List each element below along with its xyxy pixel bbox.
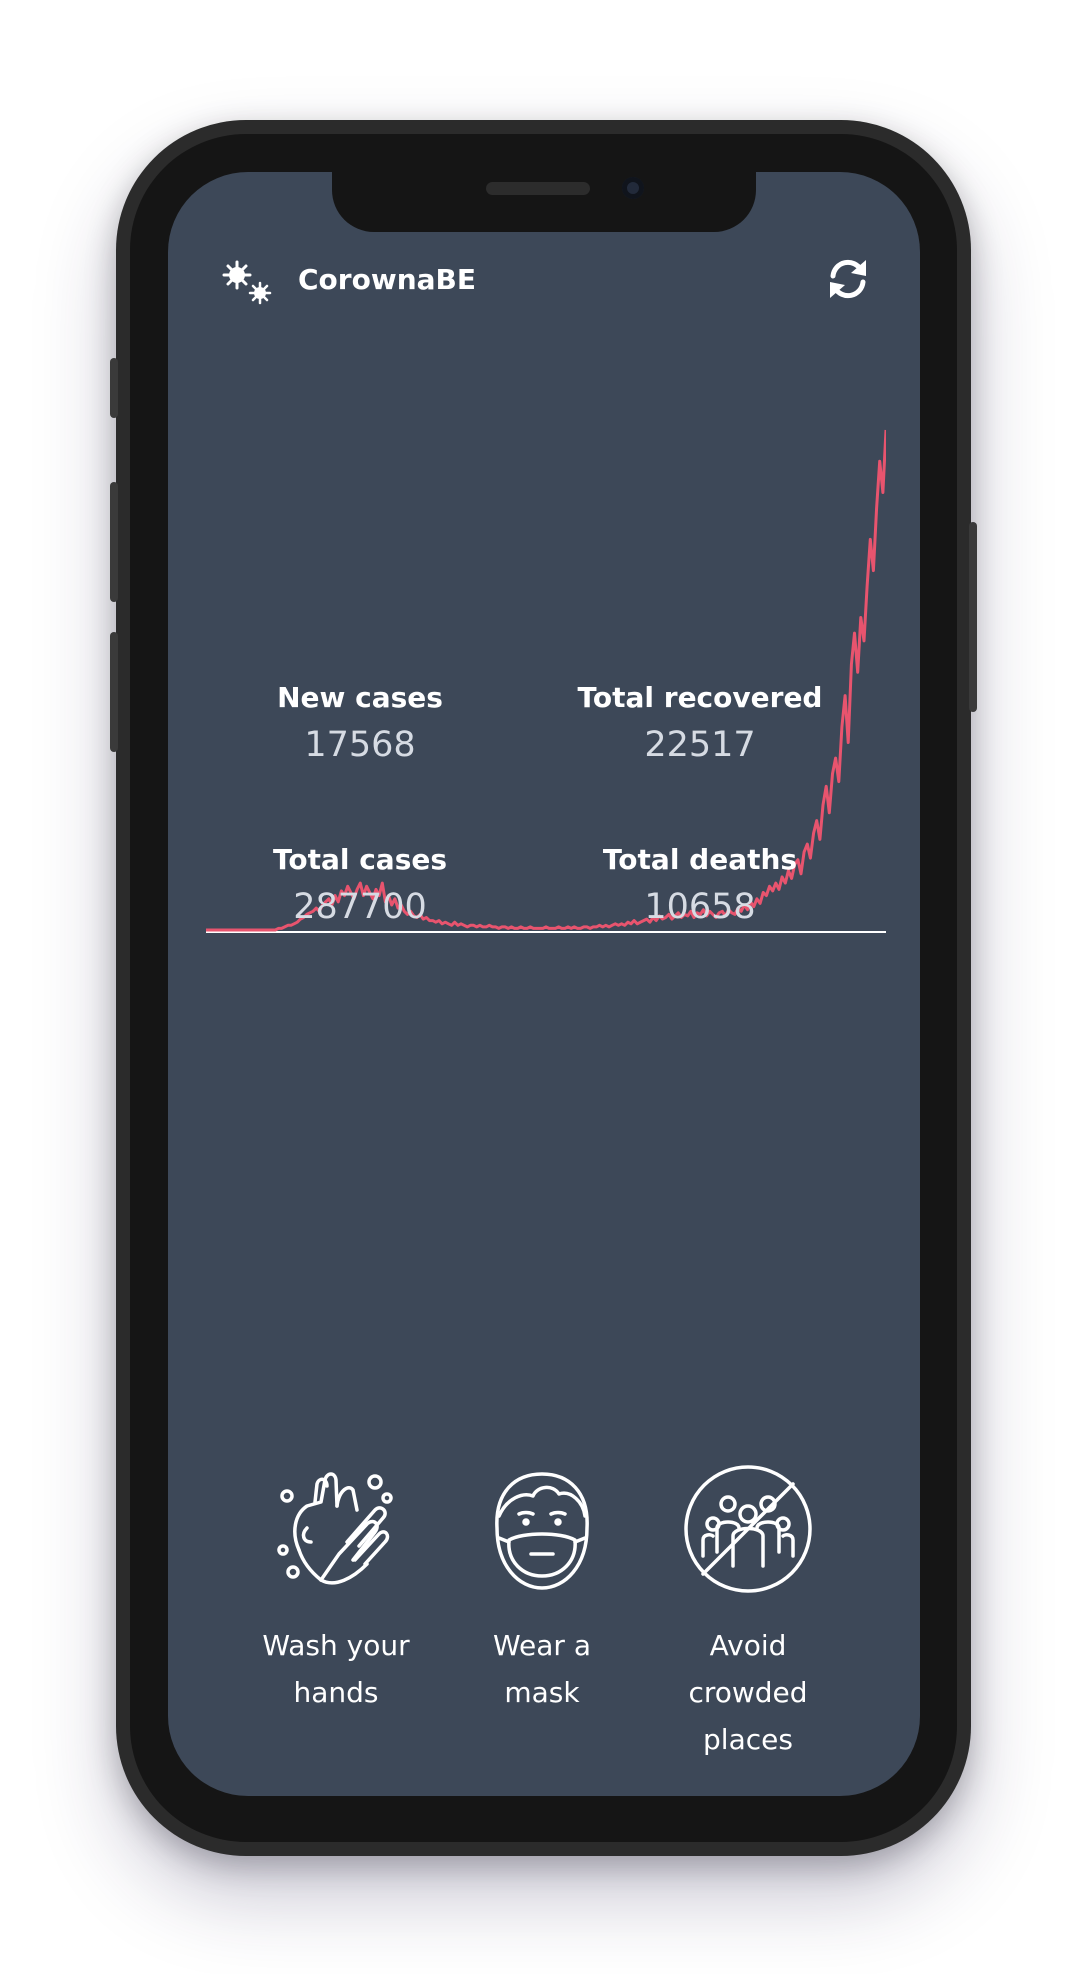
cases-line bbox=[206, 429, 886, 932]
phone-button-power bbox=[969, 522, 977, 712]
stat-label: Total deaths bbox=[602, 843, 798, 876]
face-mask-icon bbox=[495, 1472, 589, 1590]
app-screen: CorownaBE New cases 17568 Total recovere… bbox=[168, 172, 920, 1796]
refresh-icon[interactable] bbox=[825, 256, 871, 302]
tip-label: Wash your hands bbox=[262, 1629, 410, 1709]
stat-value: 17568 bbox=[304, 725, 416, 765]
virus-icon bbox=[222, 260, 272, 305]
phone-button-volume-up bbox=[110, 482, 118, 602]
washing-hands-icon bbox=[277, 1472, 393, 1585]
no-crowd-icon bbox=[684, 1465, 812, 1593]
tip-avoid-crowds: Avoid crowded places bbox=[648, 1462, 848, 1763]
stat-label: Total recovered bbox=[577, 681, 823, 714]
tip-wash-hands: Wash your hands bbox=[236, 1462, 436, 1716]
stat-value: 10658 bbox=[644, 887, 756, 927]
stat-value: 22517 bbox=[644, 725, 756, 765]
notch bbox=[332, 172, 756, 232]
camera bbox=[622, 177, 644, 199]
tip-label: Wear a mask bbox=[493, 1629, 591, 1709]
speaker bbox=[486, 182, 590, 195]
stat-label: New cases bbox=[277, 681, 443, 714]
cases-chart bbox=[206, 429, 886, 933]
app-title: CorownaBE bbox=[298, 263, 476, 296]
stat-new-cases: New cases 17568 bbox=[200, 680, 520, 768]
stat-total-deaths: Total deaths 10658 bbox=[540, 842, 860, 930]
stat-total-cases: Total cases 287700 bbox=[200, 842, 520, 930]
stat-total-recovered: Total recovered 22517 bbox=[540, 680, 860, 768]
tip-wear-mask: Wear a mask bbox=[442, 1462, 642, 1716]
phone-button-volume-down bbox=[110, 632, 118, 752]
stat-label: Total cases bbox=[272, 843, 448, 876]
phone-button-mute bbox=[110, 358, 118, 418]
stat-value: 287700 bbox=[293, 887, 427, 927]
tip-label: Avoid crowded places bbox=[688, 1629, 808, 1756]
